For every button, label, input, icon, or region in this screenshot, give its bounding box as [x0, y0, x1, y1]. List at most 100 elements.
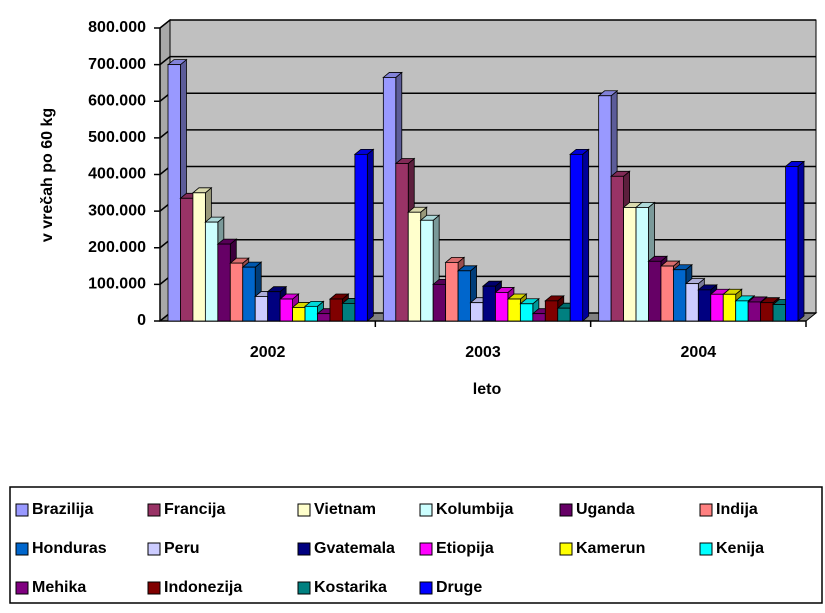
- legend-label: Kamerun: [576, 540, 645, 557]
- legend-swatch: [559, 503, 573, 517]
- bar-front: [747, 301, 762, 322]
- y-tick-label: 300.000: [88, 202, 146, 219]
- legend-label: Etiopija: [436, 540, 494, 557]
- bar-front: [685, 283, 699, 322]
- y-tick-label: 600.000: [88, 92, 146, 109]
- bar-front: [317, 313, 331, 322]
- bar-front: [660, 265, 674, 322]
- y-tick-label: 400.000: [88, 166, 146, 183]
- bar-front: [167, 64, 181, 322]
- legend-swatch: [559, 542, 573, 556]
- legend-swatch: [15, 581, 29, 595]
- bar-front: [785, 166, 799, 322]
- bar-front: [457, 270, 471, 322]
- legend-label: Kolumbija: [436, 501, 513, 518]
- bar: [166, 58, 188, 322]
- x-tick-label: 2003: [465, 344, 501, 361]
- y-tick-label: 500.000: [88, 129, 146, 146]
- bar-front: [648, 260, 662, 322]
- x-tick-label: 2002: [250, 344, 286, 361]
- bar-front: [292, 307, 306, 322]
- bar-front: [557, 307, 571, 322]
- legend-label: Honduras: [32, 540, 107, 557]
- bar-front: [722, 293, 737, 322]
- bar-front: [673, 269, 687, 322]
- bar-front: [598, 95, 612, 322]
- bar-front: [507, 298, 521, 322]
- bar-front: [610, 175, 624, 322]
- legend-swatch: [699, 542, 713, 556]
- bar-front: [217, 243, 231, 322]
- legend-swatch: [419, 542, 433, 556]
- bar-front: [395, 163, 409, 322]
- bar-front: [519, 303, 534, 322]
- legend-label: Uganda: [576, 501, 635, 518]
- legend-swatch: [147, 542, 161, 556]
- legend-swatch: [297, 542, 311, 556]
- y-tick-label: 800.000: [88, 19, 146, 36]
- bar-front: [569, 153, 584, 322]
- legend-swatch: [297, 503, 311, 517]
- bar-front: [279, 298, 293, 322]
- bar: [419, 214, 441, 322]
- legend-swatch: [699, 503, 713, 517]
- y-tick-label: 0: [137, 312, 146, 329]
- y-tick-label: 200.000: [88, 239, 146, 256]
- legend-swatch: [297, 581, 311, 595]
- bar-front: [382, 77, 397, 322]
- legend-box: [9, 486, 823, 604]
- legend-swatch: [147, 503, 161, 517]
- legend-swatch: [15, 542, 29, 556]
- bar-front: [267, 291, 281, 322]
- bar-front: [772, 304, 786, 322]
- bar-front: [354, 153, 368, 322]
- legend-label: Vietnam: [314, 501, 376, 518]
- legend-label: Indonezija: [164, 579, 242, 596]
- bar-front: [735, 300, 749, 322]
- bar: [506, 293, 528, 322]
- y-tick-label: 700.000: [88, 56, 146, 73]
- x-tick-label: 2004: [681, 344, 717, 361]
- bar: [353, 148, 375, 322]
- x-axis-title: leto: [473, 381, 502, 398]
- bar-front: [445, 261, 459, 322]
- grid-line: [159, 55, 816, 66]
- legend-label: Kostarika: [314, 579, 387, 596]
- y-axis-title: v vrečah po 60 kg: [39, 108, 56, 242]
- legend-swatch: [419, 581, 433, 595]
- y-tick-label: 100.000: [88, 276, 146, 293]
- grid-line: [159, 19, 816, 29]
- bar-front: [495, 292, 509, 322]
- legend-swatch: [147, 581, 161, 595]
- legend-label: Mehika: [32, 579, 86, 596]
- bar-front: [623, 207, 637, 322]
- bar-front: [192, 192, 206, 322]
- bar-side: [582, 148, 590, 322]
- legend-label: Indija: [716, 501, 758, 518]
- legend-label: Francija: [164, 501, 225, 518]
- bar-front: [407, 211, 422, 322]
- bar-side: [797, 160, 805, 322]
- legend-label: Kenija: [716, 540, 764, 557]
- bar: [569, 148, 590, 322]
- bar-front: [544, 300, 559, 322]
- bar-front: [329, 298, 343, 322]
- legend-label: Peru: [164, 540, 200, 557]
- bar: [784, 160, 806, 322]
- bar-front: [254, 296, 269, 322]
- legend-swatch: [419, 503, 433, 517]
- bar-front: [635, 207, 649, 322]
- bar-front: [180, 197, 194, 322]
- bar-side: [366, 148, 374, 322]
- legend-label: Druge: [436, 579, 482, 596]
- bar-front: [420, 219, 434, 322]
- bar-front: [760, 302, 774, 322]
- legend-swatch: [15, 503, 29, 517]
- bar-front: [204, 221, 219, 322]
- bar-front: [432, 283, 447, 322]
- bar-front: [229, 262, 244, 322]
- bar: [279, 293, 300, 322]
- bar: [709, 288, 731, 322]
- bar-front: [242, 266, 256, 322]
